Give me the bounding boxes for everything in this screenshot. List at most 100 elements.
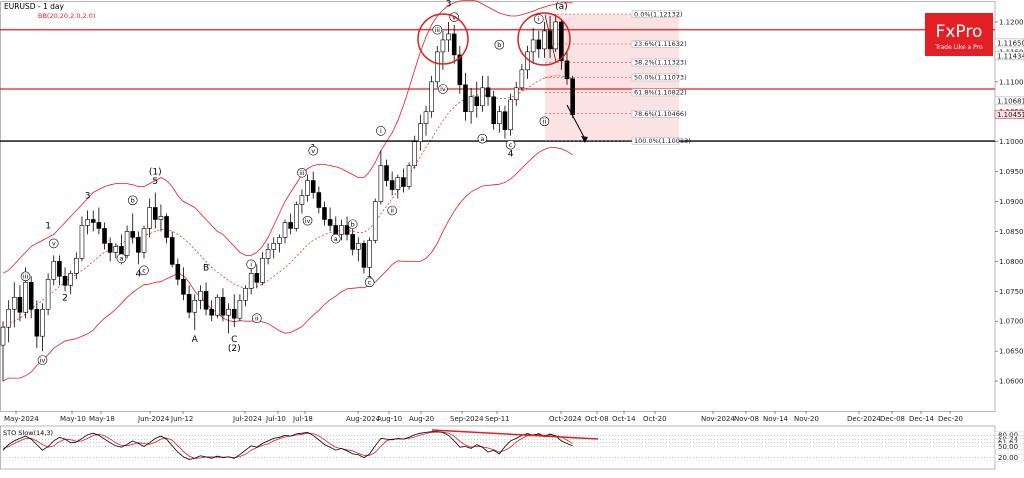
bb-lower-line <box>2 147 573 382</box>
wave-label: 3 <box>85 192 91 202</box>
circled-wave-marker <box>539 116 550 127</box>
circled-wave-label: iv <box>305 217 311 225</box>
bullish-candle <box>226 308 231 316</box>
bullish-candle <box>513 87 519 101</box>
bearish-candle <box>186 293 192 313</box>
y-tick-label: 1.10000 <box>999 138 1024 146</box>
sto-level-box <box>994 442 1024 451</box>
bearish-candle <box>485 87 491 98</box>
circled-wave-marker <box>347 219 358 230</box>
horizontal-levels <box>0 29 995 142</box>
bearish-candle <box>350 234 355 250</box>
wave-label: 2 <box>62 293 68 303</box>
bullish-candle <box>418 123 423 142</box>
circled-wave-label: c <box>509 141 513 149</box>
resistance-circle-left <box>417 13 469 65</box>
bullish-candle <box>440 39 446 53</box>
bearish-candle <box>169 237 175 265</box>
circled-wave-label: v <box>52 240 56 248</box>
bearish-candle <box>231 308 237 319</box>
circled-wave-marker <box>116 253 127 264</box>
bearish-candle <box>457 54 463 86</box>
y-tick-label: 1.06000 <box>999 378 1024 386</box>
bearish-candle <box>322 207 327 220</box>
x-tick-label: Nov-14 <box>763 415 788 423</box>
sto-level-label: 61.67 <box>998 438 1018 446</box>
circled-wave-label: iv <box>440 85 446 93</box>
fib-level-label: 0.0%(1.12132) <box>634 10 682 18</box>
x-tick-label: Aug-10 <box>377 415 402 423</box>
fib-level-label: 100.0%(1.10013) <box>634 137 691 145</box>
x-tick-label: Jun-2024 <box>137 415 170 423</box>
wave-label: A <box>192 335 199 345</box>
x-tick-label: Jul-18 <box>292 415 313 423</box>
bearish-candle <box>90 219 96 223</box>
bearish-candle <box>344 225 350 235</box>
bullish-candle <box>305 180 310 196</box>
bearish-candle <box>17 296 23 313</box>
bullish-candle <box>446 33 451 41</box>
bullish-candle <box>553 21 559 50</box>
bb-middle-line <box>2 75 573 328</box>
bullish-candle <box>23 282 28 313</box>
bearish-candle <box>130 231 136 238</box>
price-box-label: 1.10451 <box>997 111 1024 119</box>
wave-labels: 1234(1)5ABC(2)1234(a)iiiivvabciiiiiiivva… <box>20 0 568 365</box>
bullish-candle <box>158 216 164 220</box>
bullish-candle <box>141 228 147 253</box>
circled-wave-label: i <box>538 15 540 23</box>
x-tick-label: Sep-2024 <box>450 415 484 423</box>
x-tick-label: Oct-14 <box>612 415 636 423</box>
price-box-label: 1.10681 <box>997 97 1024 105</box>
price-box <box>994 110 1024 119</box>
bullish-candle <box>277 237 282 244</box>
circled-wave-marker <box>505 139 516 150</box>
bullish-candle <box>237 299 243 319</box>
bullish-candle <box>124 231 130 256</box>
bullish-candle <box>480 87 485 107</box>
circled-wave-label: c <box>368 279 372 287</box>
bearish-candle <box>316 192 322 208</box>
circled-wave-label: i <box>250 261 252 269</box>
symbol-label: EURUSD - 1 day <box>4 2 64 11</box>
y-tick-label: 1.09500 <box>999 168 1024 176</box>
bearish-candle <box>136 237 141 253</box>
bullish-candle <box>293 204 299 229</box>
circled-wave-label: iii <box>299 169 305 177</box>
price-box-label: 1.11434 <box>997 52 1024 60</box>
wave-label: 4 <box>508 150 514 160</box>
sto-level-label: 50.00 <box>998 443 1018 451</box>
bullish-candle <box>367 240 372 268</box>
x-tick-label: Oct-2024 <box>549 415 582 423</box>
bearish-candle <box>203 290 209 310</box>
circled-wave-marker <box>302 215 313 226</box>
bearish-candle <box>570 78 575 116</box>
bullish-candle <box>434 51 440 83</box>
bullish-candle <box>542 30 547 50</box>
circled-wave-label: iii <box>435 26 441 34</box>
bullish-candle <box>260 258 265 283</box>
circled-wave-label: b <box>497 41 501 49</box>
bearish-candle <box>384 165 389 181</box>
bullish-candle <box>378 165 384 202</box>
bearish-candle <box>491 96 496 125</box>
bullish-candle <box>271 243 277 250</box>
circled-wave-marker <box>438 84 448 94</box>
circled-wave-label: iii <box>23 273 29 281</box>
circled-wave-marker <box>376 126 386 136</box>
bullish-candle <box>215 296 220 316</box>
wave-label: B <box>203 263 209 273</box>
y-tick-label: 1.11000 <box>999 78 1024 86</box>
circled-wave-marker <box>127 195 138 206</box>
bearish-candle <box>209 308 214 316</box>
circled-wave-marker <box>308 145 319 156</box>
circled-wave-marker <box>494 39 505 50</box>
candles-layer <box>0 14 575 382</box>
fib-level-label: 38.2%(1.11323) <box>634 59 687 67</box>
bearish-candle <box>536 39 542 50</box>
bearish-candle <box>96 222 102 229</box>
sto-divergence-line <box>431 429 599 440</box>
bullish-candle <box>406 165 412 187</box>
bearish-candle <box>175 264 181 280</box>
x-tick-label: Sep-11 <box>485 415 510 423</box>
